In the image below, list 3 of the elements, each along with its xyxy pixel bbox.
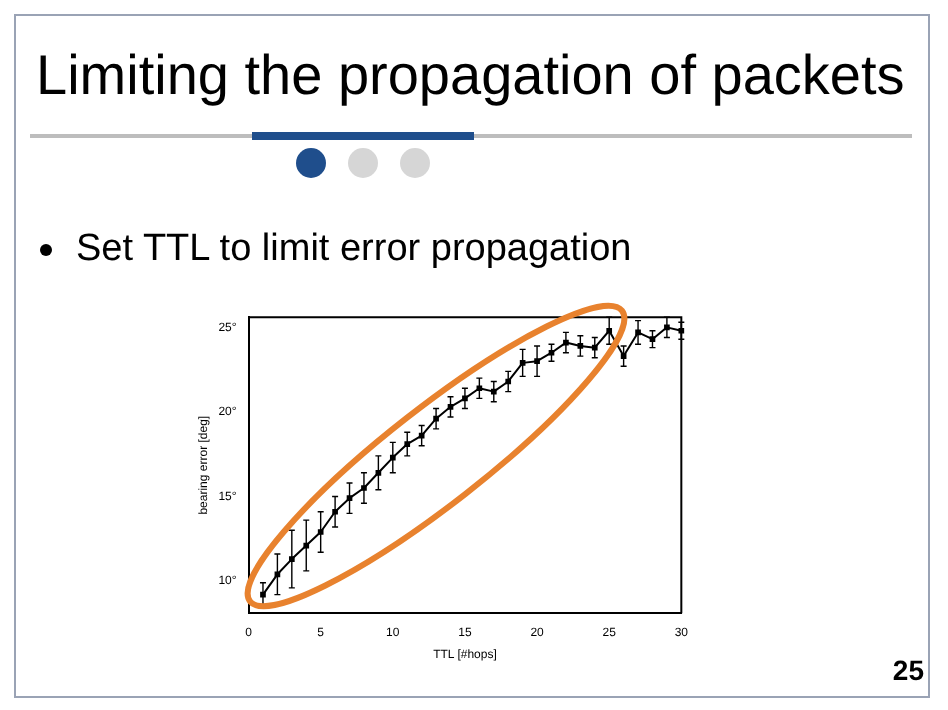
chart-subtitle: Set TTL to limit error propagation [76,228,632,270]
chart-title: Limiting the propagation of packets [36,44,905,108]
text: 25 [892,654,924,686]
